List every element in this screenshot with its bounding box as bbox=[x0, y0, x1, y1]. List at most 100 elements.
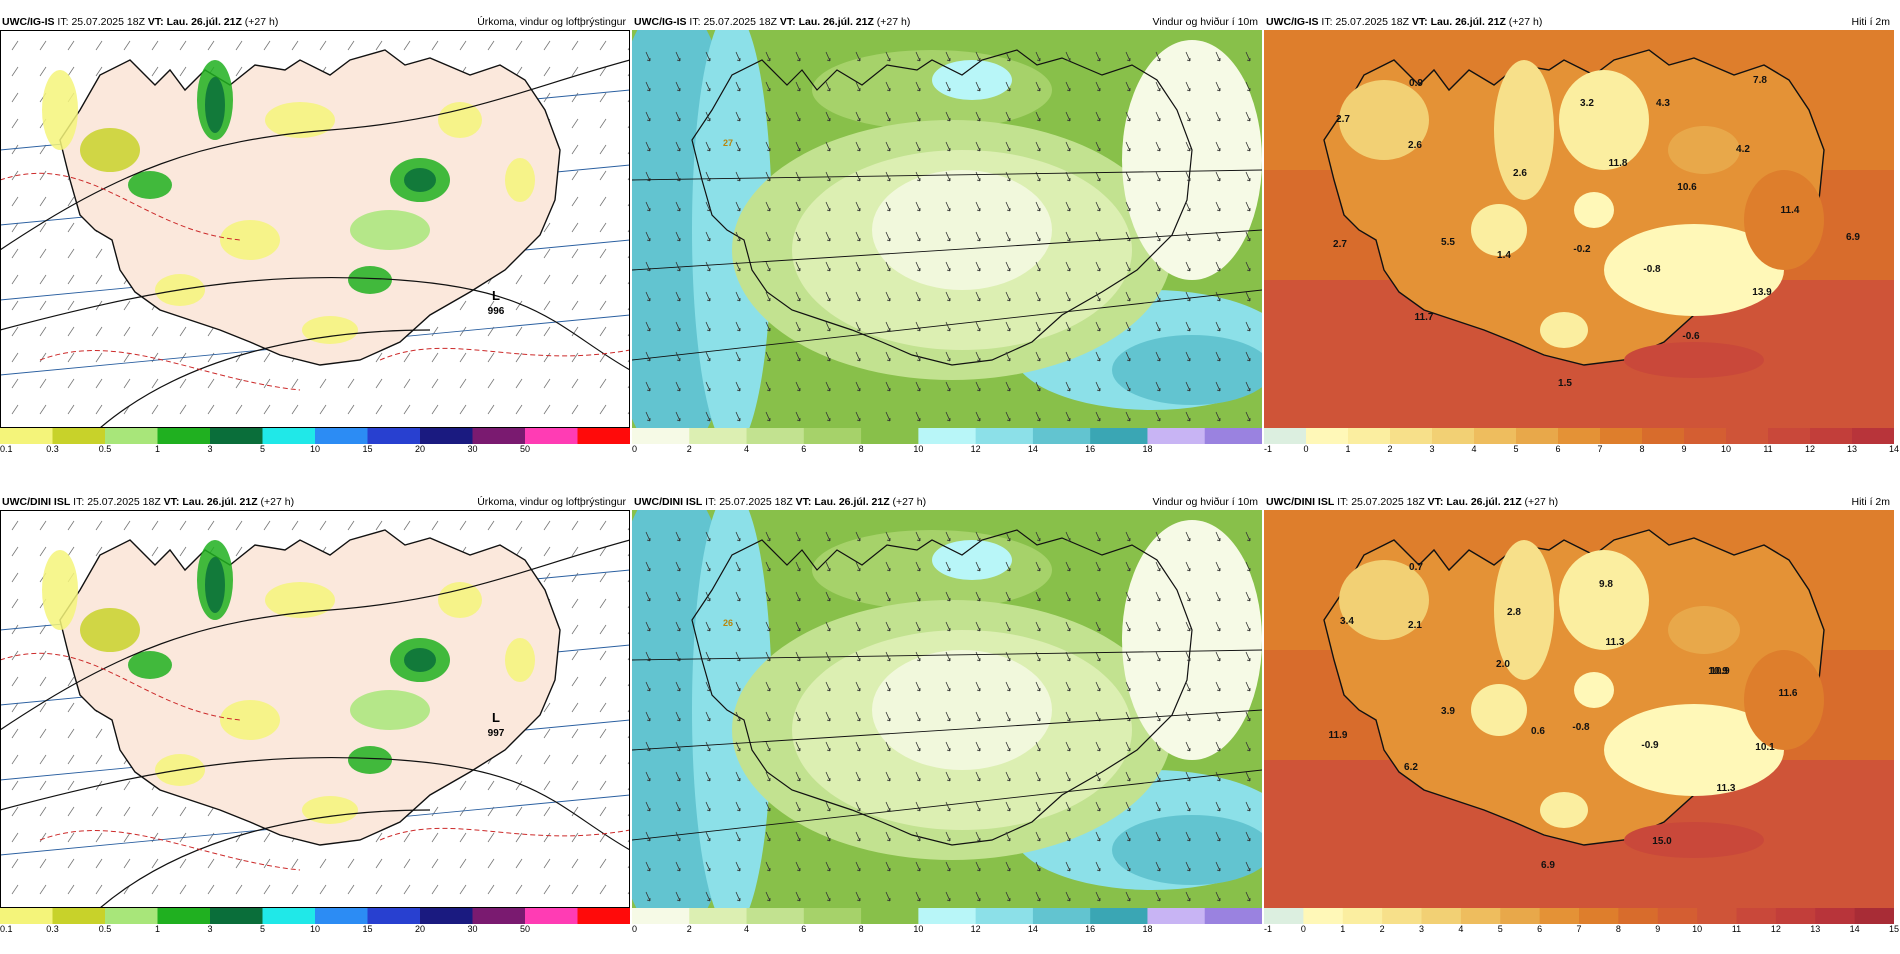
wind-arrow bbox=[1005, 861, 1011, 872]
wind-barb bbox=[599, 780, 607, 791]
forecast-panel-temp: UWC/DINI ISL IT: 25.07.2025 18Z VT: Lau.… bbox=[1264, 494, 1899, 954]
wind-arrow bbox=[1065, 261, 1071, 272]
wind-barb bbox=[11, 858, 19, 869]
wind-arrow bbox=[1095, 111, 1101, 122]
wind-barb bbox=[39, 352, 47, 363]
wind-barb bbox=[599, 274, 607, 285]
wind-arrow bbox=[705, 621, 711, 632]
legend-tick-label: 0 bbox=[632, 444, 638, 454]
map-area[interactable]: 27 bbox=[632, 30, 1262, 428]
wind-arrow bbox=[675, 381, 681, 392]
wind-arrow bbox=[795, 171, 801, 182]
wind-arrow bbox=[1005, 291, 1011, 302]
map-area[interactable]: 26 bbox=[632, 510, 1262, 908]
legend-tick-label: 0.1 bbox=[0, 444, 13, 454]
wind-arrow bbox=[795, 651, 801, 662]
legend-color-swatch bbox=[1382, 908, 1422, 924]
temperature-value-label: -0.6 bbox=[1682, 331, 1700, 342]
wind-barb bbox=[627, 604, 630, 609]
wind-barb bbox=[179, 40, 187, 51]
legend-color-swatch bbox=[632, 428, 690, 444]
wind-arrow bbox=[855, 891, 861, 902]
wind-arrow bbox=[1125, 861, 1131, 872]
wind-barb bbox=[67, 196, 75, 207]
legend-color-swatch bbox=[1810, 428, 1853, 444]
wind-arrow bbox=[795, 141, 801, 152]
wind-barb bbox=[571, 404, 579, 415]
legend-tick-label: 8 bbox=[1615, 924, 1621, 934]
precip-patch bbox=[348, 746, 392, 774]
wind-barb bbox=[543, 248, 551, 259]
legend-tick-label: 10 bbox=[913, 924, 924, 934]
wind-barb bbox=[571, 754, 579, 765]
wind-arrow bbox=[975, 861, 981, 872]
wind-barb bbox=[11, 780, 19, 791]
wind-arrow bbox=[885, 531, 891, 542]
wind-arrow bbox=[825, 411, 831, 422]
wind-arrow bbox=[645, 771, 651, 782]
map-area[interactable]: L 997 bbox=[0, 510, 630, 908]
precip-patch bbox=[80, 608, 140, 652]
map-area[interactable]: 0.7 3.4 2.1 2.8 9.8 11.3 2.0 10.9 10.9 11.6 3.9 11.… bbox=[1264, 510, 1894, 908]
legend-color-swatch bbox=[525, 428, 578, 444]
wind-barb bbox=[235, 858, 243, 869]
wind-arrow bbox=[795, 681, 801, 692]
wind-barb bbox=[39, 196, 47, 207]
wind-arrow bbox=[1035, 831, 1041, 842]
wind-barb bbox=[11, 40, 19, 51]
wind-arrow bbox=[855, 321, 861, 332]
wind-arrow bbox=[915, 831, 921, 842]
wind-arrow bbox=[675, 531, 681, 542]
legend-tick-label: -1 bbox=[1264, 924, 1273, 934]
wind-barb bbox=[207, 404, 215, 415]
precip-patch bbox=[505, 158, 535, 202]
wind-barb bbox=[627, 332, 630, 337]
wind-arrow bbox=[795, 411, 801, 422]
wind-arrow bbox=[1245, 51, 1251, 62]
wind-arrow bbox=[1005, 681, 1011, 692]
wind-arrow bbox=[975, 591, 981, 602]
wind-barb bbox=[599, 170, 607, 181]
wind-arrow bbox=[1215, 171, 1221, 182]
wind-barb bbox=[599, 884, 607, 895]
wind-barb bbox=[431, 326, 439, 337]
wind-arrow bbox=[675, 351, 681, 362]
wind-arrow bbox=[885, 591, 891, 602]
wind-arrow bbox=[765, 141, 771, 152]
wind-arrow bbox=[1065, 51, 1071, 62]
legend-color-swatch bbox=[1775, 908, 1816, 924]
wind-arrow bbox=[705, 771, 711, 782]
wind-barb bbox=[403, 832, 411, 843]
map-area[interactable]: L 996 bbox=[0, 30, 630, 428]
wind-arrow bbox=[855, 261, 861, 272]
wind-arrow bbox=[915, 261, 921, 272]
wind-barb bbox=[39, 222, 47, 233]
wind-arrow bbox=[675, 111, 681, 122]
wind-barb bbox=[627, 890, 630, 895]
legend-tick-label: 30 bbox=[467, 444, 478, 454]
vt-label: VT: bbox=[163, 496, 180, 508]
wind-arrow bbox=[645, 831, 651, 842]
legend-tick-label: 10 bbox=[309, 924, 321, 934]
wind-arrow bbox=[1155, 351, 1161, 362]
legend-tick-label: 10 bbox=[1720, 444, 1732, 454]
wind-arrow bbox=[1005, 321, 1011, 332]
wind-arrow bbox=[1035, 351, 1041, 362]
model-name: UWC/IG-IS bbox=[634, 16, 687, 28]
wind-arrow bbox=[1185, 681, 1191, 692]
wind-arrow bbox=[945, 681, 951, 692]
wind-arrow bbox=[645, 381, 651, 392]
precip-patch bbox=[80, 128, 140, 172]
isobar bbox=[0, 756, 630, 851]
wind-arrow bbox=[915, 621, 921, 632]
wind-arrow bbox=[1005, 171, 1011, 182]
temperature-value-label: 4.2 bbox=[1736, 144, 1750, 155]
wind-barb bbox=[67, 702, 75, 713]
legend-tick-label: 2 bbox=[686, 444, 692, 454]
wind-arrow bbox=[1095, 891, 1101, 902]
wind-barb bbox=[487, 806, 495, 817]
legend-tick-label: 2 bbox=[1387, 444, 1393, 454]
wind-arrow bbox=[765, 81, 771, 92]
map-area[interactable]: 0.9 3.2 4.3 7.8 2.7 2.6 2.6 11.8 10.6 4.2 11.4 6.9 2… bbox=[1264, 30, 1894, 428]
wind-barb bbox=[431, 40, 439, 51]
